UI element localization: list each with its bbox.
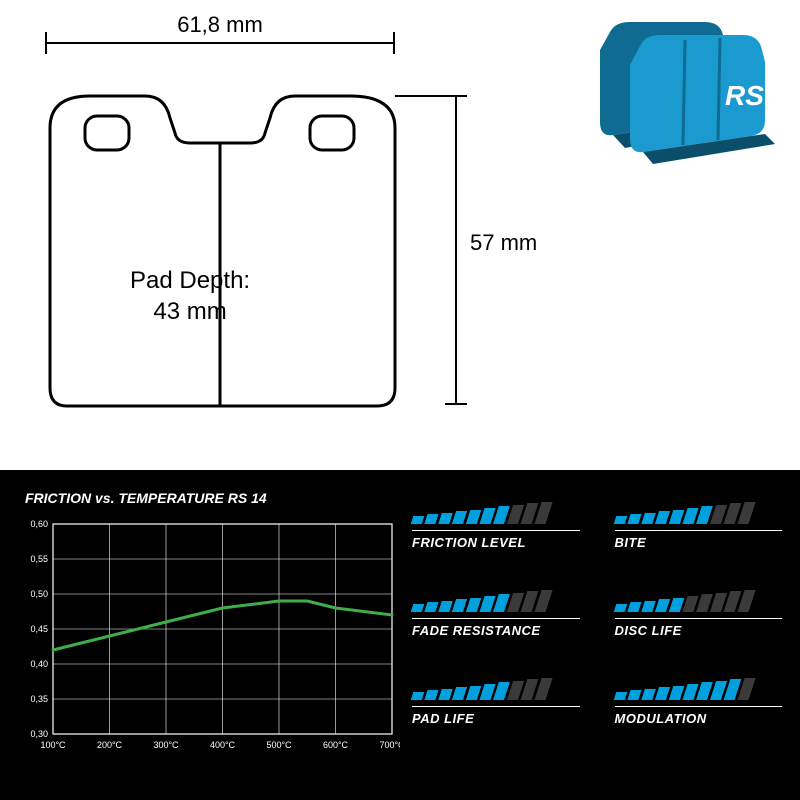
rating-label: MODULATION [615,706,783,726]
rating-bar [654,511,669,524]
depth-line2: 43 mm [153,298,226,325]
svg-text:300°C: 300°C [153,740,179,750]
rating-bite: BITE [615,500,783,550]
width-dimension-label: 61,8 mm [45,12,395,38]
rating-bar [438,601,453,612]
chart-title: FRICTION vs. TEMPERATURE RS 14 [25,490,405,506]
svg-text:500°C: 500°C [266,740,292,750]
rating-bar [424,690,438,700]
rating-label: BITE [615,530,783,550]
rating-bar [641,689,656,700]
rating-bar [438,689,453,700]
rating-bar [668,686,684,700]
pad-depth-label: Pad Depth: 43 mm [130,265,250,327]
chart-svg: 0,60 0,55 0,50 0,45 0,40 0,35 0,30100°C 200°C 30… [15,518,400,758]
performance-panel: FRICTION vs. TEMPERATURE RS 14 COEFFICIE… [0,470,800,800]
rating-bar [452,599,467,612]
rating-bar [641,601,656,612]
svg-text:0,40: 0,40 [30,659,48,669]
height-dimension-label: 57 mm [470,230,537,256]
height-dimension-arrow [455,95,457,405]
svg-text:600°C: 600°C [323,740,349,750]
friction-chart: COEFFICIENT OF FRICTION 0,600,550,500,45… [15,518,400,758]
rating-fade-resistance: FADE RESISTANCE [412,588,580,638]
rating-bars [412,676,580,700]
rating-bar [627,602,641,612]
rating-bar [627,514,641,524]
svg-text:0,60: 0,60 [30,519,48,529]
rating-bar [641,513,656,524]
rating-bar [613,692,627,700]
rating-label: FADE RESISTANCE [412,618,580,638]
svg-text:0,35: 0,35 [30,694,48,704]
brake-pad-outline [45,78,405,418]
rating-bar [438,513,453,524]
rating-bar [613,604,627,612]
svg-text:0,45: 0,45 [30,624,48,634]
depth-line1: Pad Depth: [130,267,250,294]
rating-bar [654,687,669,700]
rating-bar [668,510,684,524]
rating-bar [411,516,425,524]
friction-chart-area: FRICTION vs. TEMPERATURE RS 14 COEFFICIE… [15,490,405,758]
rating-modulation: MODULATION [615,676,783,726]
rating-bar [627,690,641,700]
rating-bar [411,692,425,700]
svg-text:0,55: 0,55 [30,554,48,564]
rating-label: DISC LIFE [615,618,783,638]
svg-text:200°C: 200°C [97,740,123,750]
ratings-grid: FRICTION LEVEL BITE FADE RESISTANCE DISC LI… [412,500,782,726]
width-dimension-arrow [45,42,395,44]
svg-text:100°C: 100°C [40,740,66,750]
rating-bar [452,511,467,524]
rating-bars [412,500,580,524]
rating-bar [668,598,684,612]
rating-label: FRICTION LEVEL [412,530,580,550]
rating-bars [615,500,783,524]
svg-text:400°C: 400°C [210,740,236,750]
rating-bars [615,676,783,700]
svg-text:0,30: 0,30 [30,729,48,739]
svg-text:RS: RS [725,80,764,111]
rating-bar [424,514,438,524]
rating-label: PAD LIFE [412,706,580,726]
technical-drawing-section: 61,8 mm 57 mm Pad Depth: 43 mm RS [0,0,800,430]
rating-friction-level: FRICTION LEVEL [412,500,580,550]
rating-disc-life: DISC LIFE [615,588,783,638]
svg-text:0,50: 0,50 [30,589,48,599]
rating-bar [452,687,467,700]
svg-text:700°C: 700°C [379,740,400,750]
rating-bar [654,599,669,612]
rating-bar [613,516,627,524]
rating-bars [615,588,783,612]
rating-bars [412,588,580,612]
rating-bar [424,602,438,612]
rating-pad-life: PAD LIFE [412,676,580,726]
product-thumbnail: RS [575,10,785,165]
rating-bar [411,604,425,612]
